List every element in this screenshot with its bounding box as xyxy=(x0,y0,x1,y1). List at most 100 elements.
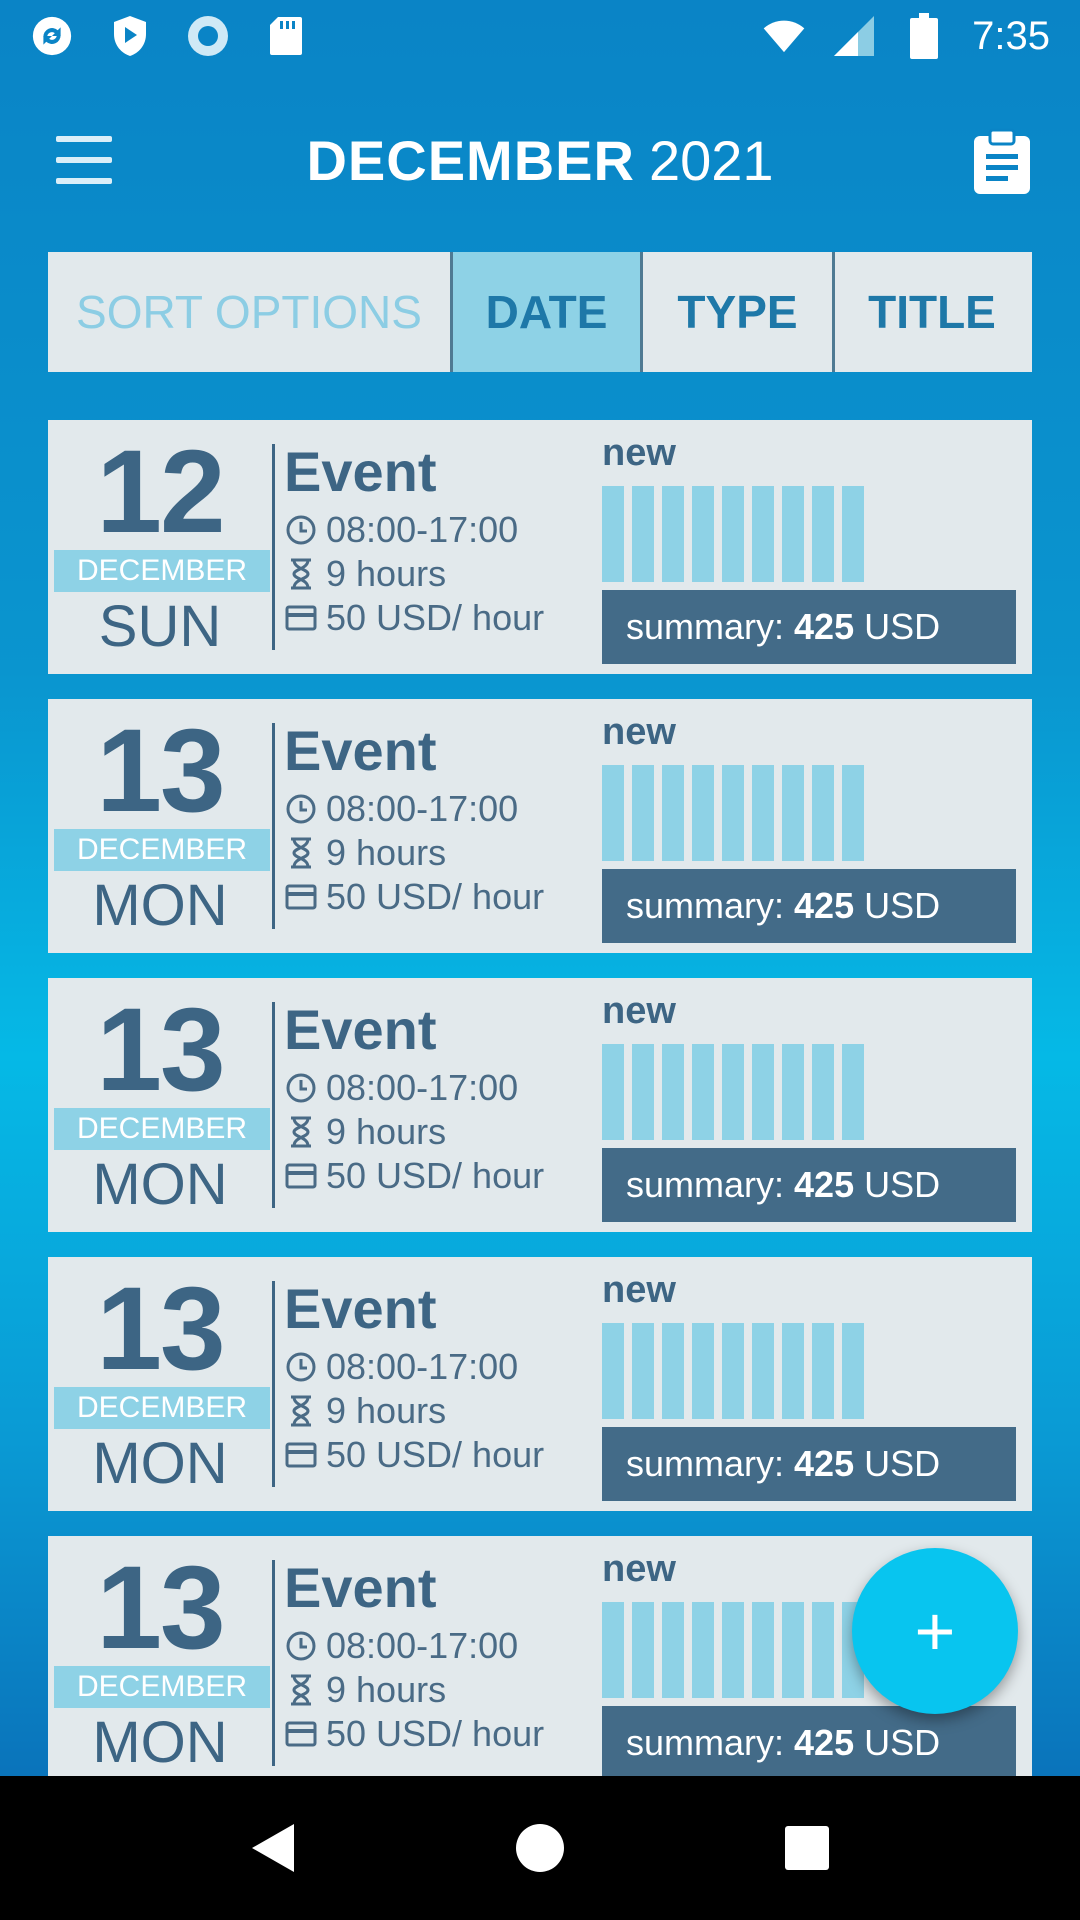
event-month: DECEMBER xyxy=(54,829,270,871)
progress-bar-segment xyxy=(752,1602,774,1698)
event-date: 13 DECEMBER MON xyxy=(48,699,272,953)
event-date: 13 DECEMBER MON xyxy=(48,978,272,1232)
credit-card-icon xyxy=(284,1159,318,1193)
progress-bar-segment xyxy=(812,1323,834,1419)
credit-card-icon xyxy=(284,601,318,635)
clock-icon xyxy=(284,1071,318,1105)
event-month: DECEMBER xyxy=(54,1108,270,1150)
sd-card-icon xyxy=(264,14,308,58)
event-rate: 50 USD/ hour xyxy=(326,876,545,917)
event-weekday: MON xyxy=(92,1152,228,1217)
event-rate: 50 USD/ hour xyxy=(326,1713,545,1754)
recents-icon[interactable] xyxy=(772,1813,842,1883)
event-date: 13 DECEMBER MON xyxy=(48,1257,272,1511)
plus-icon: + xyxy=(914,1592,956,1670)
sort-options-label: SORT OPTIONS xyxy=(48,252,453,372)
event-day-number: 13 xyxy=(96,1263,225,1395)
event-day-number: 13 xyxy=(96,984,225,1116)
progress-bar-segment xyxy=(602,1602,624,1698)
progress-bar-segment xyxy=(812,486,834,582)
progress-bar-segment xyxy=(842,486,864,582)
hamburger-menu-icon[interactable] xyxy=(52,132,116,188)
status-time: 7:35 xyxy=(972,13,1050,58)
title-year: 2021 xyxy=(648,128,774,192)
credit-card-icon xyxy=(284,1717,318,1751)
clipboard-icon[interactable] xyxy=(972,128,1032,196)
add-event-button[interactable]: + xyxy=(852,1548,1018,1714)
progress-bar-segment xyxy=(722,1044,744,1140)
event-duration: 9 hours xyxy=(326,1390,447,1431)
event-status: new summary: 425 USD xyxy=(602,988,1016,1222)
summary-value: 425 xyxy=(794,606,855,647)
summary-currency: USD xyxy=(864,1164,941,1205)
progress-bar-segment xyxy=(842,1323,864,1419)
title-month: DECEMBER xyxy=(306,128,635,192)
progress-bar-segment xyxy=(812,1044,834,1140)
event-time-row: 08:00-17:00 xyxy=(284,1066,614,1110)
status-bar: 7:35 xyxy=(0,0,1080,72)
event-duration: 9 hours xyxy=(326,1111,447,1152)
event-duration-row: 9 hours xyxy=(284,1389,614,1433)
event-card[interactable]: 13 DECEMBER MON Event 08:00-17:00 9 hour… xyxy=(48,1257,1032,1511)
progress-bar-segment xyxy=(692,1602,714,1698)
summary-label: summary: xyxy=(626,606,785,647)
hourglass-icon xyxy=(284,1394,318,1428)
event-rate-row: 50 USD/ hour xyxy=(284,596,614,640)
sort-by-type-button[interactable]: TYPE xyxy=(643,252,835,372)
event-card[interactable]: 13 DECEMBER MON Event 08:00-17:00 9 hour… xyxy=(48,978,1032,1232)
event-status: new summary: 425 USD xyxy=(602,1267,1016,1501)
event-title: Event xyxy=(284,719,437,782)
progress-bar-segment xyxy=(632,1044,654,1140)
summary-label: summary: xyxy=(626,885,785,926)
event-day-number: 12 xyxy=(96,426,225,558)
battery-icon xyxy=(902,13,946,59)
sort-by-date-button[interactable]: DATE xyxy=(453,252,643,372)
progress-bar-segment xyxy=(812,1602,834,1698)
progress-bar-segment xyxy=(782,486,804,582)
clock-icon xyxy=(284,1350,318,1384)
event-day-number: 13 xyxy=(96,705,225,837)
event-info: Event 08:00-17:00 9 hours 50 USD/ hour xyxy=(284,1552,614,1756)
event-title: Event xyxy=(284,440,437,503)
progress-bar-segment xyxy=(842,765,864,861)
event-weekday: MON xyxy=(92,1710,228,1775)
card-divider xyxy=(272,1281,275,1487)
progress-bars xyxy=(602,1323,1016,1419)
event-info: Event 08:00-17:00 9 hours 50 USD/ hour xyxy=(284,715,614,919)
summary-currency: USD xyxy=(864,606,941,647)
back-icon[interactable] xyxy=(238,1813,308,1883)
summary-value: 425 xyxy=(794,1722,855,1763)
event-list[interactable]: 12 DECEMBER SUN Event 08:00-17:00 9 hour… xyxy=(48,420,1032,1776)
status-left-icons xyxy=(30,14,308,58)
hourglass-icon xyxy=(284,1115,318,1149)
cell-signal-icon xyxy=(832,14,876,58)
progress-bar-segment xyxy=(692,486,714,582)
event-status: new summary: 425 USD xyxy=(602,430,1016,664)
card-divider xyxy=(272,1560,275,1766)
summary-value: 425 xyxy=(794,1164,855,1205)
progress-bar-segment xyxy=(602,486,624,582)
sort-by-title-button[interactable]: TITLE xyxy=(868,286,996,338)
event-rate: 50 USD/ hour xyxy=(326,1155,545,1196)
summary-currency: USD xyxy=(864,885,941,926)
event-card[interactable]: 12 DECEMBER SUN Event 08:00-17:00 9 hour… xyxy=(48,420,1032,674)
event-weekday: MON xyxy=(92,1431,228,1496)
summary-label: summary: xyxy=(626,1722,785,1763)
page-title: DECEMBER 2021 xyxy=(306,128,773,193)
event-month: DECEMBER xyxy=(54,1387,270,1429)
event-duration-row: 9 hours xyxy=(284,552,614,596)
event-card[interactable]: 13 DECEMBER MON Event 08:00-17:00 9 hour… xyxy=(48,1536,1032,1776)
progress-bar-segment xyxy=(662,765,684,861)
event-duration: 9 hours xyxy=(326,1669,447,1710)
progress-bar-segment xyxy=(782,1044,804,1140)
event-duration-row: 9 hours xyxy=(284,1668,614,1712)
progress-bar-segment xyxy=(692,1044,714,1140)
event-card[interactable]: 13 DECEMBER MON Event 08:00-17:00 9 hour… xyxy=(48,699,1032,953)
credit-card-icon xyxy=(284,880,318,914)
progress-bar-segment xyxy=(722,1323,744,1419)
event-month: DECEMBER xyxy=(54,1666,270,1708)
progress-bar-segment xyxy=(602,765,624,861)
home-icon[interactable] xyxy=(505,1813,575,1883)
refresh-badge-icon xyxy=(30,14,74,58)
event-rate-row: 50 USD/ hour xyxy=(284,1433,614,1477)
